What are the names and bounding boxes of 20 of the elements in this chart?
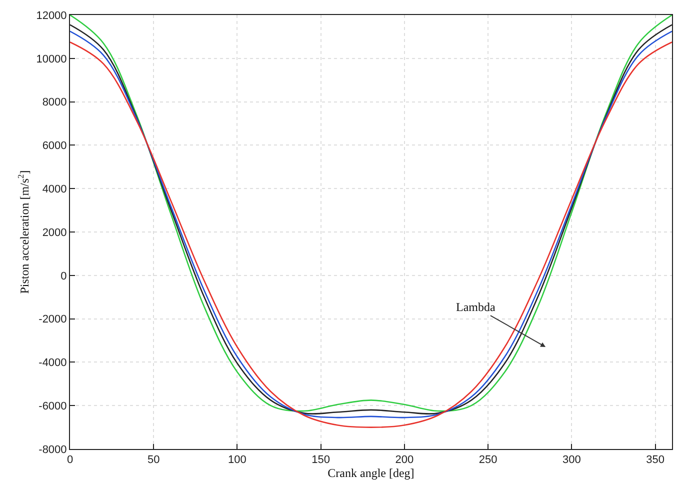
x-tick-label: 50 — [147, 454, 160, 466]
y-tick-label: 8000 — [42, 96, 67, 109]
y-tick-label: 0 — [60, 270, 67, 282]
y-tick-label: -4000 — [38, 357, 67, 370]
x-tick-label: 250 — [478, 454, 498, 466]
x-tick-label: 200 — [395, 454, 414, 466]
y-tick-label: -6000 — [38, 400, 67, 412]
y-tick-label: 4000 — [42, 183, 67, 196]
x-tick-label: 100 — [228, 454, 246, 466]
x-tick-label: 350 — [646, 454, 664, 466]
y-tick-label: -8000 — [38, 444, 67, 456]
y-tick-label: -2000 — [38, 314, 67, 326]
y-tick-label: 6000 — [42, 140, 67, 152]
y-tick-label: 12000 — [36, 10, 67, 22]
annotation: Lambda — [456, 300, 496, 314]
y-tick-label: 2000 — [42, 226, 67, 239]
x-tick-label: 300 — [562, 454, 581, 466]
x-axis-title: Crank angle [deg] — [328, 466, 414, 480]
x-tick-label: 150 — [312, 454, 330, 466]
y-tick-label: 10000 — [36, 53, 67, 66]
